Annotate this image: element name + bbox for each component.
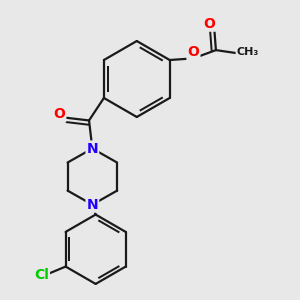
Text: Cl: Cl bbox=[34, 268, 49, 282]
Text: N: N bbox=[86, 198, 98, 212]
Text: CH₃: CH₃ bbox=[236, 47, 259, 57]
Text: N: N bbox=[86, 142, 98, 155]
Text: O: O bbox=[203, 17, 215, 31]
Text: O: O bbox=[53, 107, 65, 122]
Text: O: O bbox=[188, 45, 200, 59]
